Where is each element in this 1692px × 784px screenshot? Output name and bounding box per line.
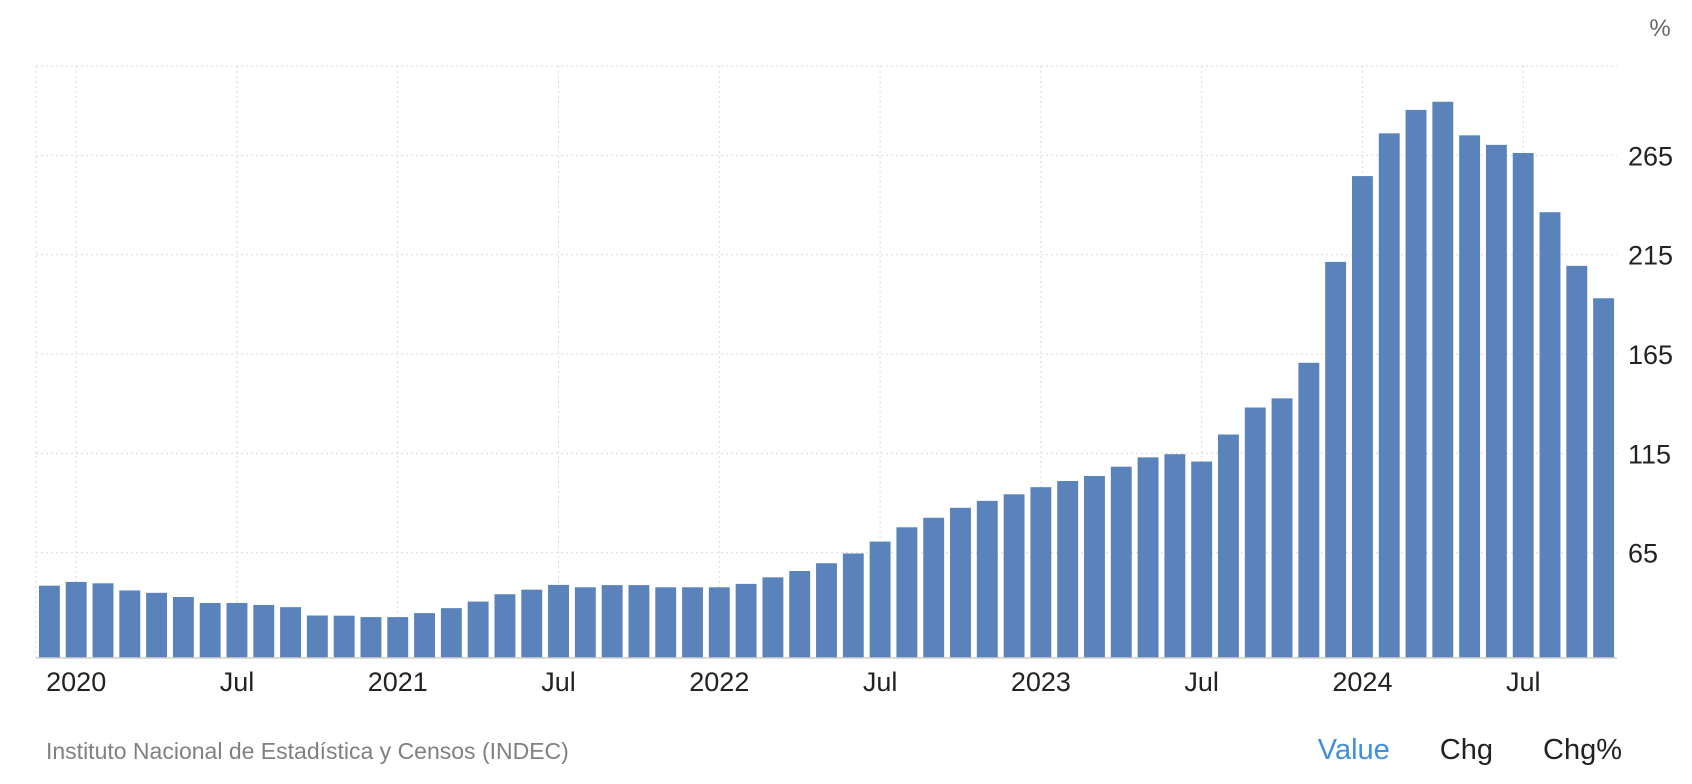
bar-2024-07 (1512, 153, 1534, 658)
bar-2023-04 (1110, 466, 1132, 658)
bar-2022-08 (896, 527, 918, 658)
y-tick-label: 65 (1628, 539, 1658, 569)
bar-2020-03 (119, 590, 141, 658)
bar-2022-02 (735, 583, 757, 658)
x-tick-label: Jul (220, 667, 255, 697)
bar-2021-11 (655, 587, 677, 658)
bar-2022-06 (842, 553, 864, 658)
bar-2023-06 (1164, 454, 1186, 658)
bar-2020-05 (172, 597, 194, 658)
bar-2020-08 (253, 604, 275, 658)
bar-2020-10 (306, 615, 328, 658)
bar-2023-08 (1218, 434, 1239, 658)
bar-2024-04 (1432, 101, 1454, 658)
bar-2024-09 (1566, 265, 1588, 658)
x-tick-label: 2020 (46, 667, 106, 697)
bar-2019-12 (38, 585, 60, 658)
tab-value[interactable]: Value (1317, 734, 1390, 766)
bar-2020-06 (199, 602, 221, 658)
bar-2023-12 (1325, 261, 1347, 658)
bar-2020-11 (333, 615, 355, 658)
bar-series (38, 101, 1615, 659)
bar-2022-10 (950, 507, 971, 658)
bar-2023-05 (1137, 457, 1159, 658)
bar-2020-02 (92, 583, 114, 658)
bar-2024-01 (1351, 176, 1373, 658)
bar-2024-05 (1459, 135, 1481, 658)
bar-2023-07 (1191, 461, 1213, 658)
bar-2021-01 (387, 617, 409, 658)
bar-2020-09 (280, 607, 302, 658)
bar-2023-09 (1244, 407, 1266, 658)
bar-2022-04 (789, 570, 811, 658)
bar-2024-08 (1539, 212, 1561, 658)
bar-2022-01 (708, 587, 730, 658)
y-tick-label: 265 (1628, 141, 1673, 171)
bar-2021-10 (628, 585, 650, 658)
bar-2020-07 (226, 602, 248, 658)
bar-2023-03 (1084, 476, 1105, 658)
y-axis-unit-label: % (1649, 15, 1670, 42)
x-tick-label: 2024 (1332, 667, 1392, 697)
data-source-label: Instituto Nacional de Estadística y Cens… (46, 738, 569, 764)
bar-2021-02 (414, 613, 435, 658)
bar-2021-05 (494, 594, 516, 658)
x-tick-label: Jul (541, 667, 576, 697)
bar-2021-08 (574, 587, 596, 658)
bar-2024-02 (1378, 133, 1400, 659)
bar-2022-12 (1003, 494, 1025, 658)
x-tick-label: 2021 (368, 667, 428, 697)
bar-2024-10 (1593, 298, 1615, 658)
bar-2024-03 (1405, 109, 1427, 658)
bar-2022-03 (762, 577, 784, 658)
axes: 65 115 165 215 265 2020 Jul 2021 Jul 2022 Jul 2023 J… (36, 141, 1673, 697)
bar-2021-07 (548, 584, 569, 658)
bar-2021-12 (682, 587, 703, 658)
bar-2022-07 (869, 541, 891, 658)
bar-2022-05 (816, 563, 837, 658)
bar-2021-03 (440, 608, 462, 658)
bar-2020-01 (65, 581, 87, 658)
view-mode-tabs: Value Chg Chg% (1318, 734, 1622, 767)
y-tick-label: 215 (1628, 241, 1673, 271)
y-tick-label: 165 (1628, 340, 1673, 370)
bar-2023-11 (1298, 362, 1320, 658)
tab-chg-percent[interactable]: Chg% (1543, 734, 1622, 766)
bar-2023-10 (1271, 398, 1293, 658)
bar-2024-06 (1485, 144, 1507, 658)
tab-chg[interactable]: Chg (1439, 734, 1493, 766)
bar-2020-04 (146, 592, 168, 658)
x-tick-label: 2022 (689, 667, 749, 697)
x-tick-label: Jul (1506, 667, 1541, 697)
bar-2022-11 (976, 500, 998, 658)
x-tick-label: Jul (1184, 667, 1219, 697)
bar-2023-01 (1030, 487, 1052, 658)
x-tick-label: Jul (863, 667, 898, 697)
bar-2021-04 (467, 601, 489, 658)
bar-2021-09 (601, 585, 623, 658)
x-tick-label: 2023 (1011, 667, 1071, 697)
bar-2021-06 (521, 589, 543, 658)
bar-2023-02 (1057, 481, 1079, 658)
bar-2020-12 (360, 617, 382, 658)
bar-2022-09 (923, 517, 945, 658)
y-tick-label: 115 (1628, 439, 1671, 469)
